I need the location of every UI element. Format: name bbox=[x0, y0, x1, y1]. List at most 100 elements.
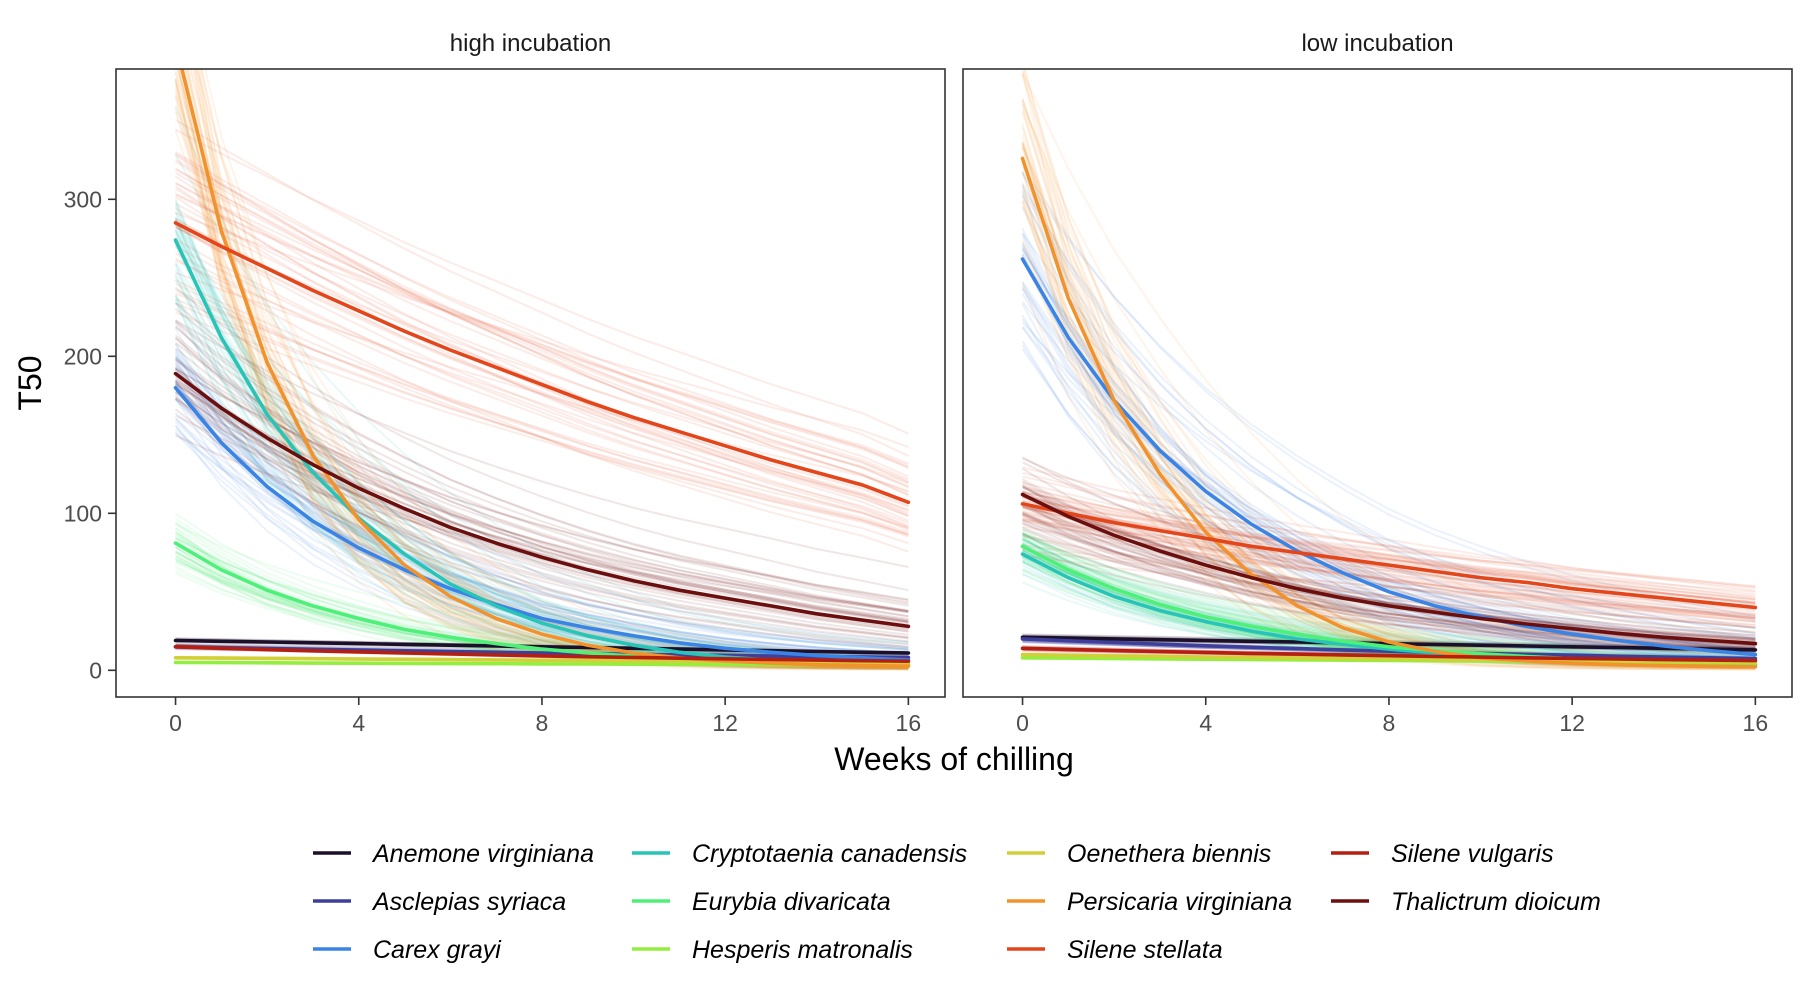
draw-line-thalictrum-dioicum bbox=[1022, 528, 1756, 649]
draw-line-thalictrum-dioicum bbox=[174, 379, 909, 614]
draw-line-thalictrum-dioicum bbox=[174, 286, 909, 592]
y-tick-label: 200 bbox=[64, 343, 102, 369]
draw-line-thalictrum-dioicum bbox=[1022, 490, 1756, 643]
series-line-thalictrum-dioicum bbox=[173, 371, 911, 629]
draw-line-thalictrum-dioicum bbox=[174, 387, 909, 624]
draw-line-carex-grayi bbox=[1021, 172, 1756, 618]
draw-line-carex-grayi bbox=[1021, 348, 1756, 662]
draw-line-silene-stellata bbox=[1022, 494, 1756, 616]
x-tick-label: 8 bbox=[536, 710, 549, 736]
draw-line-silene-stellata bbox=[175, 297, 909, 538]
draw-line-thalictrum-dioicum bbox=[174, 368, 909, 636]
draw-line-thalictrum-dioicum bbox=[1022, 505, 1756, 641]
series-line-thalictrum-dioicum bbox=[1020, 492, 1758, 646]
draw-line-silene-stellata bbox=[174, 152, 909, 497]
legend-label-eurybia-divaricata: Eurybia divaricata bbox=[692, 888, 891, 916]
x-tick-label: 0 bbox=[169, 710, 182, 736]
draw-line-silene-stellata bbox=[174, 225, 909, 528]
series-line-oenethera-biennis bbox=[1020, 652, 1758, 664]
draw-line-silene-stellata bbox=[1022, 491, 1756, 588]
draw-line-silene-stellata bbox=[1022, 549, 1756, 616]
draw-line-thalictrum-dioicum bbox=[174, 397, 909, 629]
facet-title-low-incubation: low incubation bbox=[1301, 30, 1453, 57]
draw-line-silene-stellata bbox=[175, 172, 909, 483]
draw-line-silene-stellata bbox=[1022, 504, 1756, 627]
draw-line-thalictrum-dioicum bbox=[1022, 493, 1756, 637]
draw-line-carex-grayi bbox=[1021, 344, 1756, 663]
draw-line-silene-stellata bbox=[1022, 505, 1756, 588]
draw-line-silene-stellata bbox=[175, 302, 909, 535]
draw-line-cryptotaenia-canadensis bbox=[1022, 532, 1756, 659]
draw-line-carex-grayi bbox=[174, 349, 909, 652]
draw-line-silene-stellata bbox=[174, 160, 909, 484]
draw-line-silene-stellata bbox=[174, 167, 909, 489]
draw-line-thalictrum-dioicum bbox=[174, 396, 909, 640]
series-line-persicaria-virginiana bbox=[1020, 156, 1758, 669]
draw-line-silene-stellata bbox=[1022, 466, 1756, 592]
series-line-carex-grayi bbox=[173, 385, 911, 662]
draw-line-silene-stellata bbox=[175, 282, 909, 545]
draw-line-silene-stellata bbox=[1022, 518, 1756, 593]
draw-line-silene-stellata bbox=[175, 252, 909, 530]
draw-line-thalictrum-dioicum bbox=[1022, 456, 1756, 634]
draw-line-silene-stellata bbox=[1022, 499, 1756, 590]
draw-line-carex-grayi bbox=[1021, 321, 1756, 641]
legend-label-persicaria-virginiana: Persicaria virginiana bbox=[1067, 888, 1292, 916]
series-line-carex-grayi bbox=[1020, 257, 1758, 657]
draw-line-cryptotaenia-canadensis bbox=[174, 153, 909, 643]
draw-line-silene-stellata bbox=[1022, 512, 1756, 611]
draw-line-silene-stellata bbox=[175, 279, 909, 536]
draw-line-carex-grayi bbox=[1021, 190, 1756, 639]
panel-low-incubation: low incubation 0 4 8 12 16 bbox=[962, 30, 1793, 736]
draw-line-silene-stellata bbox=[175, 202, 909, 494]
draw-line-thalictrum-dioicum bbox=[174, 408, 909, 646]
draw-line-silene-stellata bbox=[1022, 514, 1756, 616]
plot-content bbox=[1020, 69, 1758, 671]
draw-line-silene-stellata bbox=[1022, 518, 1756, 620]
series-line-silene-vulgaris bbox=[173, 644, 911, 664]
x-tick-label: 4 bbox=[1199, 710, 1212, 736]
draw-line-silene-stellata bbox=[175, 226, 909, 485]
draw-line-cryptotaenia-canadensis bbox=[1022, 539, 1756, 660]
draw-line-silene-stellata bbox=[175, 168, 909, 481]
draw-line-cryptotaenia-canadensis bbox=[174, 220, 909, 651]
draw-line-carex-grayi bbox=[174, 432, 909, 651]
draw-line-carex-grayi bbox=[174, 382, 909, 656]
y-axis-title: T50 bbox=[12, 355, 48, 410]
legend: Anemone virginiana Asclepias syriaca Carex… bbox=[313, 840, 1601, 964]
draw-line-thalictrum-dioicum bbox=[175, 414, 909, 612]
draw-line-silene-stellata bbox=[1022, 490, 1756, 606]
draw-line-silene-stellata bbox=[175, 292, 909, 529]
draw-line-silene-stellata bbox=[1022, 495, 1756, 604]
draw-line-silene-stellata bbox=[174, 118, 909, 457]
y-tick-label: 0 bbox=[89, 657, 102, 683]
series-line-silene-stellata bbox=[173, 221, 911, 505]
draw-line-thalictrum-dioicum bbox=[1022, 526, 1756, 647]
legend-label-oenethera-biennis: Oenethera biennis bbox=[1067, 840, 1271, 868]
draw-line-silene-stellata bbox=[175, 245, 909, 524]
draw-line-thalictrum-dioicum bbox=[174, 308, 909, 604]
draw-line-thalictrum-dioicum bbox=[1022, 486, 1756, 629]
draw-line-eurybia-divaricata bbox=[1022, 533, 1756, 660]
draw-line-carex-grayi bbox=[174, 356, 909, 649]
draw-line-silene-stellata bbox=[1022, 507, 1756, 604]
draw-line-thalictrum-dioicum bbox=[1022, 494, 1756, 637]
panel-border bbox=[962, 68, 1793, 698]
draw-line-thalictrum-dioicum bbox=[1022, 483, 1756, 648]
draw-line-silene-stellata bbox=[174, 151, 909, 478]
draw-line-carex-grayi bbox=[1021, 301, 1756, 647]
draw-line-thalictrum-dioicum bbox=[1022, 461, 1756, 629]
draw-line-carex-grayi bbox=[174, 375, 909, 657]
draw-line-carex-grayi bbox=[1021, 183, 1756, 640]
draw-line-thalictrum-dioicum bbox=[174, 386, 909, 643]
draw-line-thalictrum-dioicum bbox=[1022, 493, 1756, 639]
draw-line-thalictrum-dioicum bbox=[1022, 512, 1756, 640]
draw-line-thalictrum-dioicum bbox=[1022, 457, 1756, 618]
draw-line-silene-stellata bbox=[175, 311, 909, 536]
draw-line-thalictrum-dioicum bbox=[1022, 502, 1756, 641]
legend-label-asclepias-syriaca: Asclepias syriaca bbox=[371, 888, 566, 916]
draw-line-thalictrum-dioicum bbox=[174, 380, 909, 633]
panel-high-incubation: high incubation 0 4 8 12 16 0 100 200 300 bbox=[64, 30, 946, 736]
